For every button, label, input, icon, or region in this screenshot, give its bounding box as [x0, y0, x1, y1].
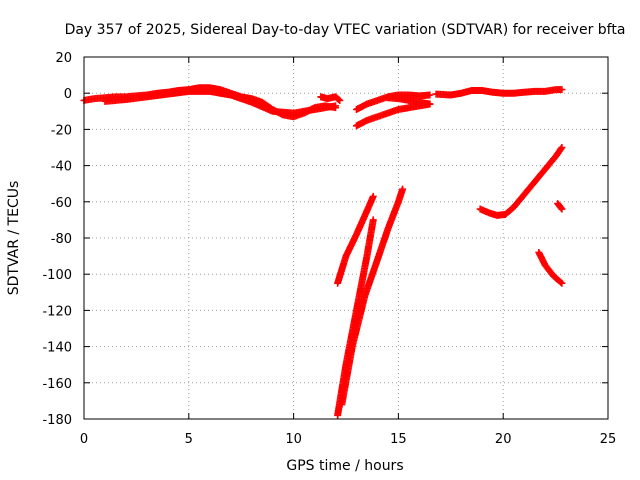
- y-tick-label: -20: [51, 123, 72, 138]
- x-tick-label: 20: [495, 432, 512, 447]
- plot-points: [80, 84, 566, 419]
- x-tick-label: 0: [80, 432, 88, 447]
- y-tick-label: 0: [64, 87, 72, 102]
- data-point: [332, 102, 340, 110]
- data-point: [558, 144, 566, 151]
- axis-ticks: [83, 56, 609, 420]
- y-tick-label: -160: [42, 377, 72, 392]
- x-tick-labels: 0 5 10 15 20 25: [80, 432, 616, 447]
- data-point: [557, 145, 565, 153]
- data-point: [369, 216, 377, 224]
- chart-title: Day 357 of 2025, Sidereal Day-to-day VTE…: [65, 22, 626, 38]
- y-tick-label: 20: [55, 51, 72, 66]
- y-tick-label: -100: [42, 268, 72, 283]
- x-axis-label: GPS time / hours: [286, 458, 403, 474]
- data-point: [426, 100, 434, 108]
- x-tick-label: 5: [185, 432, 193, 447]
- y-tick-label: -180: [42, 413, 72, 428]
- y-tick-labels: 20 0 -20 -40 -60 -80 -100 -120 -140 -160 -180: [42, 51, 72, 428]
- y-tick-label: -60: [51, 196, 72, 211]
- data-point: [557, 278, 565, 286]
- data-point: [558, 205, 566, 213]
- data-point: [558, 86, 566, 94]
- data-point: [335, 96, 343, 104]
- data-point: [399, 185, 407, 193]
- y-tick-label: -80: [51, 232, 72, 247]
- y-tick-label: -40: [51, 160, 72, 175]
- data-point: [369, 192, 377, 200]
- y-tick-label: -120: [42, 304, 72, 319]
- data-point: [557, 204, 565, 212]
- data-point: [336, 96, 344, 104]
- data-point: [558, 279, 566, 287]
- x-tick-label: 25: [600, 432, 617, 447]
- data-point: [426, 91, 434, 99]
- x-tick-label: 10: [285, 432, 302, 447]
- x-tick-label: 15: [390, 432, 407, 447]
- y-tick-label: -140: [42, 341, 72, 356]
- y-axis-label: SDTVAR / TECUs: [6, 181, 22, 296]
